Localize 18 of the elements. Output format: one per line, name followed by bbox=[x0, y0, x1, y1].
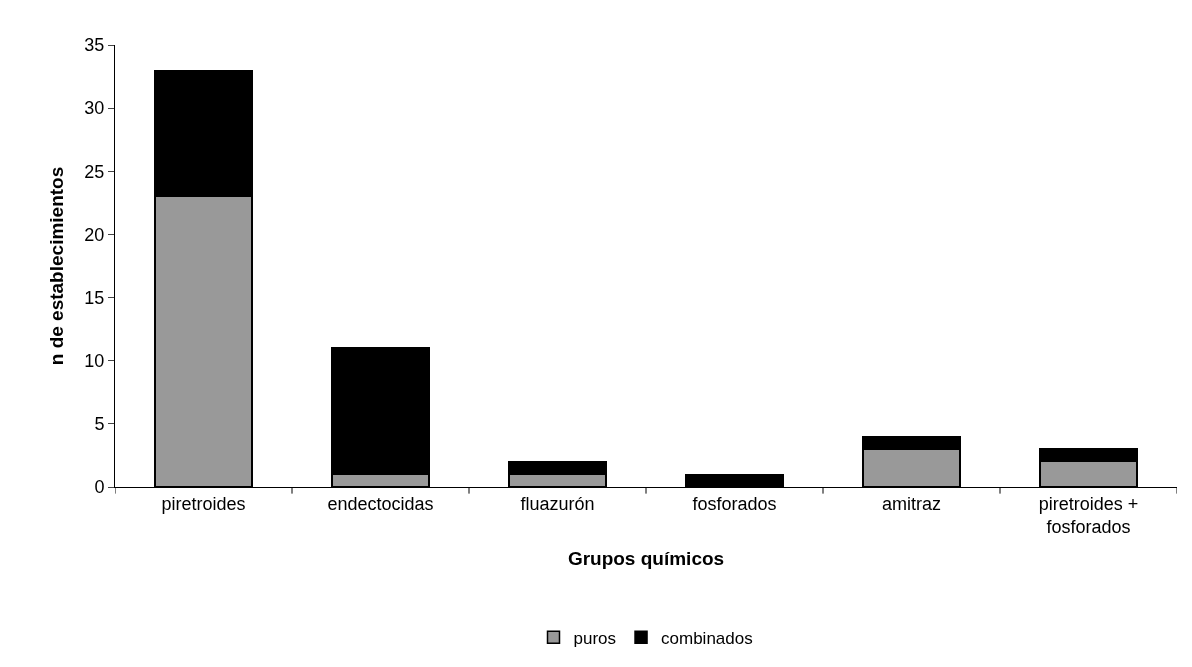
x-axis-title: Grupos químicos bbox=[567, 547, 725, 569]
y-tick-label: 30 bbox=[84, 98, 105, 119]
legend-label: combinados bbox=[661, 628, 753, 648]
y-tick-label: 25 bbox=[84, 161, 105, 182]
x-tick-label: endectocidas bbox=[327, 493, 434, 514]
x-tick-label: fluazurón bbox=[520, 493, 595, 514]
y-tick-label: 15 bbox=[84, 287, 105, 308]
y-tick-label: 10 bbox=[84, 351, 105, 372]
x-tick-label: amitraz bbox=[881, 493, 942, 514]
x-tick-label: piretroides + fosforados bbox=[1038, 493, 1139, 537]
legend-label: puros bbox=[573, 628, 617, 648]
x-tick-label: piretroides bbox=[161, 493, 246, 514]
y-tick-label: 35 bbox=[84, 35, 105, 56]
y-axis-title: n de establecimientos bbox=[46, 166, 68, 366]
y-tick-label: 20 bbox=[84, 224, 105, 245]
x-tick-label: fosforados bbox=[692, 493, 777, 514]
y-tick-label: 5 bbox=[94, 414, 105, 435]
y-tick-label: 0 bbox=[94, 477, 105, 498]
